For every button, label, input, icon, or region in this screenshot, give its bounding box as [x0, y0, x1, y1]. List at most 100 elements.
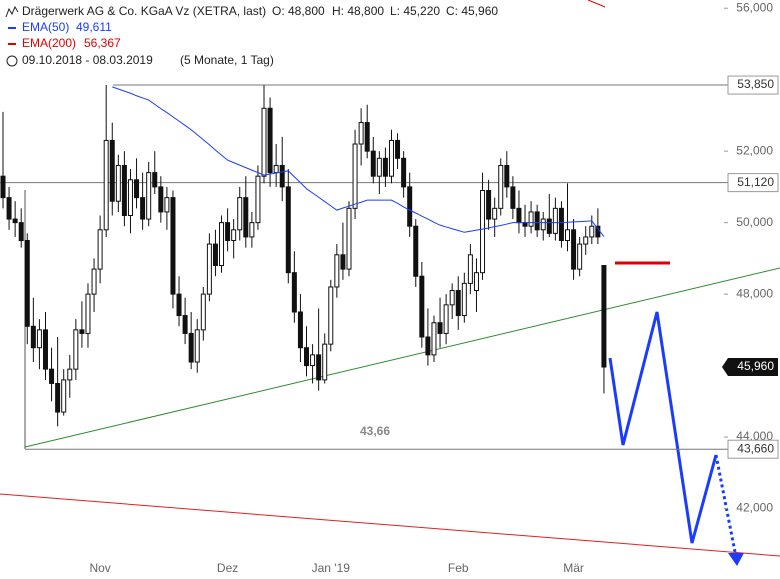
y-tick-label: 50,000: [736, 215, 773, 229]
candle-body: [565, 229, 571, 242]
candle-body: [267, 107, 273, 174]
candle-body: [73, 329, 79, 370]
candle-body: [6, 197, 12, 220]
candle-body: [115, 164, 121, 202]
candle-body: [127, 179, 133, 216]
ema200-arc: [587, 0, 606, 8]
candle-body: [30, 325, 36, 349]
legend-name: EMA(200): [22, 36, 76, 50]
y-tick-label: 52,000: [736, 143, 773, 157]
candle-body: [285, 186, 291, 274]
level-box: [727, 75, 779, 95]
candle-body: [510, 186, 516, 209]
candle-body: [212, 243, 218, 267]
candle-body: [322, 343, 328, 381]
candle-body: [601, 265, 607, 368]
candle-body: [589, 225, 595, 238]
candle-body: [273, 164, 279, 174]
candle-body: [528, 211, 534, 227]
y-tick-label: 56,000: [736, 0, 773, 14]
projection-dotted: [714, 454, 737, 553]
candle-body: [334, 254, 340, 288]
candle-body: [583, 236, 589, 245]
stat: H: 48,800: [332, 4, 384, 18]
candle-body: [176, 293, 182, 317]
x-tick-label: Mär: [563, 561, 584, 575]
candle-body: [97, 229, 103, 270]
candle-body: [455, 290, 461, 317]
candle-body: [200, 293, 206, 331]
candle-body: [85, 293, 91, 334]
candle-body: [304, 347, 309, 367]
candle-body: [255, 175, 261, 224]
candle-body: [546, 218, 552, 234]
candle-body: [219, 222, 225, 267]
candle-body: [49, 368, 55, 384]
candle-body: [461, 282, 467, 317]
candle-body: [188, 332, 194, 363]
x-tick-label: Jan '19: [312, 561, 351, 575]
stat: C: 45,960: [446, 4, 498, 18]
candle-body: [243, 197, 249, 238]
ema50-line: [112, 86, 605, 237]
candle-body: [194, 329, 200, 363]
candle-body: [61, 379, 67, 413]
candle-body: [552, 207, 558, 234]
candle-body: [388, 139, 394, 177]
candle-body: [504, 164, 510, 188]
candle-body: [158, 186, 164, 213]
candle-body: [498, 164, 504, 209]
candle-body: [480, 189, 486, 274]
candle-body: [237, 197, 243, 231]
candle-body: [486, 189, 492, 220]
y-tick-label: 48,000: [736, 286, 773, 300]
candle-body: [310, 354, 316, 367]
candle-body: [346, 207, 352, 270]
level-box: [727, 439, 779, 459]
annotation: 43,66: [360, 424, 390, 438]
legend-value: 56,367: [84, 36, 121, 50]
y-tick-label: 42,000: [736, 501, 773, 515]
candle-body: [225, 222, 231, 242]
last-price-box: [722, 358, 778, 377]
level-label: 43,660: [737, 441, 774, 455]
candle-body: [577, 243, 583, 270]
stat: L: 45,220: [390, 4, 440, 18]
candle-body: [370, 150, 376, 177]
candle-body: [249, 222, 255, 238]
candle-body: [534, 211, 540, 231]
candle-body: [170, 197, 176, 295]
candle-body: [449, 290, 455, 306]
candle-body: [376, 157, 382, 177]
projection: [608, 311, 718, 544]
trend-line-lower: [0, 493, 780, 557]
period: 09.10.2018 - 08.03.2019: [22, 53, 153, 67]
candle-body: [401, 157, 407, 188]
period-note: (5 Monate, 1 Tag): [180, 53, 274, 67]
candle-body: [395, 139, 401, 159]
candle-body: [492, 207, 498, 220]
candle-body: [231, 229, 237, 242]
level-label: 51,120: [737, 175, 774, 189]
level-label: 53,850: [737, 77, 774, 91]
candle-body: [443, 304, 449, 334]
candle-body: [103, 139, 109, 231]
candle-body: [522, 222, 528, 227]
candle-body: [595, 225, 601, 238]
candle-body: [12, 218, 18, 224]
title: Drägerwerk AG & Co. KGaA Vz (XETRA, last…: [22, 4, 266, 18]
candle-body: [36, 329, 42, 349]
stat: O: 48,800: [272, 4, 325, 18]
candle-body: [152, 172, 158, 188]
candle-body: [297, 311, 303, 349]
candle-body: [134, 179, 140, 199]
candle-body: [425, 336, 431, 356]
candle-body: [382, 157, 388, 177]
x-tick-label: Dez: [217, 561, 238, 575]
candle-body: [140, 197, 146, 220]
last-price-label: 45,960: [737, 359, 774, 373]
level-box: [727, 173, 779, 193]
candle-body: [558, 207, 564, 242]
candle-body: [18, 222, 24, 242]
